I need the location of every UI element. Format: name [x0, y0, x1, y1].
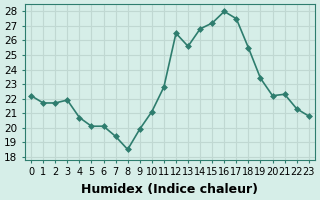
- X-axis label: Humidex (Indice chaleur): Humidex (Indice chaleur): [81, 183, 259, 196]
